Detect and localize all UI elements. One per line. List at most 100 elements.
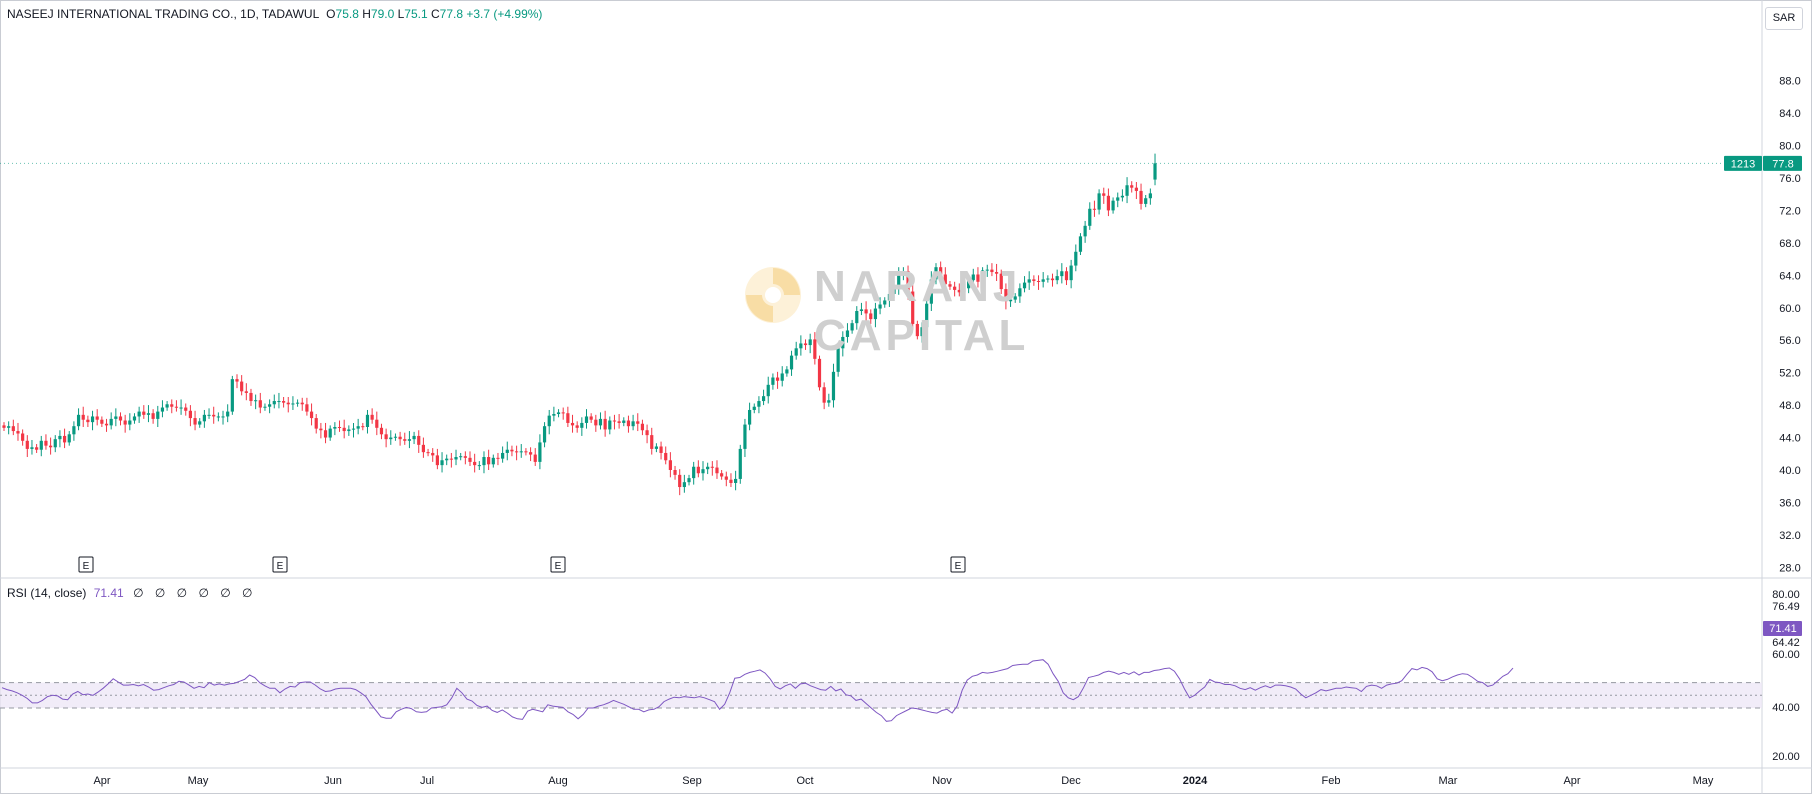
candle-body	[319, 428, 323, 431]
candle-body	[696, 466, 700, 474]
candle-body	[1106, 195, 1111, 211]
candle-body	[21, 433, 25, 441]
price-tick-label: 76.0	[1779, 173, 1800, 185]
candle-body	[305, 404, 309, 412]
candle-body	[752, 406, 756, 410]
candle-body	[62, 435, 67, 443]
candle-body	[389, 437, 393, 440]
candle-body	[1008, 299, 1013, 302]
watermark: NARANJ CAPITAL	[740, 262, 1025, 360]
earnings-marker-label: E	[83, 561, 90, 572]
candle-body	[925, 303, 929, 328]
price-tick-label: 88.0	[1779, 76, 1800, 88]
candle-body	[1027, 279, 1031, 283]
candle-body	[678, 474, 682, 488]
candle-body	[920, 327, 924, 337]
candle-body	[953, 286, 957, 290]
candle-body	[235, 379, 239, 382]
candle-body	[417, 435, 421, 445]
earnings-marker[interactable]	[550, 556, 566, 573]
candle-body	[202, 414, 206, 422]
candle-body	[962, 288, 966, 293]
candle-body	[654, 446, 658, 449]
symbol-legend[interactable]: NASEEJ INTERNATIONAL TRADING CO., 1D, TA…	[7, 7, 542, 21]
candle-body	[659, 446, 663, 453]
candle-body	[971, 274, 975, 281]
candle-body	[1022, 282, 1027, 289]
rsi-tick-label: 60.00	[1772, 649, 1800, 661]
candle-body	[328, 428, 332, 438]
candle-body	[901, 271, 905, 276]
candle-body	[482, 457, 486, 466]
rsi-line	[1, 659, 1514, 722]
candle-body	[990, 269, 994, 273]
candle-body	[459, 456, 463, 458]
candle-body	[594, 419, 598, 426]
earnings-marker[interactable]	[272, 556, 288, 573]
candle-body	[561, 412, 565, 414]
candle-body	[1013, 296, 1017, 300]
price-tick-label: 68.0	[1779, 238, 1800, 250]
candle-body	[505, 449, 509, 453]
candle-body	[1130, 185, 1134, 188]
candle-body	[715, 467, 719, 474]
currency-button[interactable]: SAR	[1765, 7, 1803, 30]
candle-body	[25, 440, 29, 449]
candle-body	[1116, 197, 1120, 201]
candle-body	[817, 358, 822, 388]
candle-body	[58, 435, 62, 440]
time-tick-label: May	[188, 775, 209, 787]
candle-body	[1125, 185, 1129, 196]
candle-body	[813, 339, 817, 359]
candle-body	[859, 309, 864, 311]
candle-body	[1148, 193, 1152, 199]
candle-body	[254, 400, 258, 402]
candle-body	[524, 451, 528, 453]
candle-body	[449, 458, 453, 460]
candle-body	[1092, 208, 1097, 210]
rsi-empty-values: ∅ ∅ ∅ ∅ ∅ ∅	[133, 586, 257, 600]
candle-body	[720, 473, 724, 477]
earnings-marker[interactable]	[950, 556, 966, 573]
candle-body	[1060, 271, 1064, 277]
candle-body	[244, 391, 248, 393]
candle-body	[887, 293, 891, 301]
candle-body	[943, 274, 947, 285]
candle-body	[617, 421, 621, 423]
candle-body	[598, 418, 603, 426]
candle-body	[286, 402, 290, 405]
candle-body	[501, 452, 505, 459]
candle-body	[869, 313, 873, 320]
candle-body	[309, 411, 314, 419]
candle-body	[911, 291, 915, 324]
price-tick-label: 60.0	[1779, 303, 1800, 315]
watermark-line-1: NARANJ	[814, 262, 1022, 311]
rsi-legend[interactable]: RSI (14, close) 71.41 ∅ ∅ ∅ ∅ ∅ ∅	[7, 586, 256, 600]
time-tick-label: Sep	[682, 775, 702, 787]
candle-body	[542, 426, 547, 443]
candle-body	[1111, 200, 1115, 211]
rsi-label[interactable]: RSI (14, close)	[7, 586, 87, 600]
candle-body	[771, 377, 775, 385]
candle-body	[850, 323, 854, 331]
candle-body	[156, 411, 160, 419]
candle-body	[1083, 225, 1087, 237]
candle-body	[277, 401, 281, 403]
candle-body	[351, 428, 356, 430]
price-tick-label: 40.0	[1779, 465, 1800, 477]
earnings-marker[interactable]	[78, 556, 94, 573]
candle-body	[375, 419, 379, 428]
candle-body	[994, 272, 999, 274]
candle-body	[580, 422, 584, 428]
countdown-label: 1213	[1731, 158, 1755, 170]
candle-body	[1097, 193, 1101, 210]
candle-body	[799, 343, 803, 349]
candle-body	[775, 377, 780, 381]
candle-body	[249, 392, 253, 402]
candle-body	[72, 426, 76, 435]
symbol-title[interactable]: NASEEJ INTERNATIONAL TRADING CO., 1D, TA…	[7, 7, 319, 21]
candle-body	[230, 379, 234, 412]
candle-body	[510, 449, 514, 452]
time-tick-label: Mar	[1439, 775, 1458, 787]
